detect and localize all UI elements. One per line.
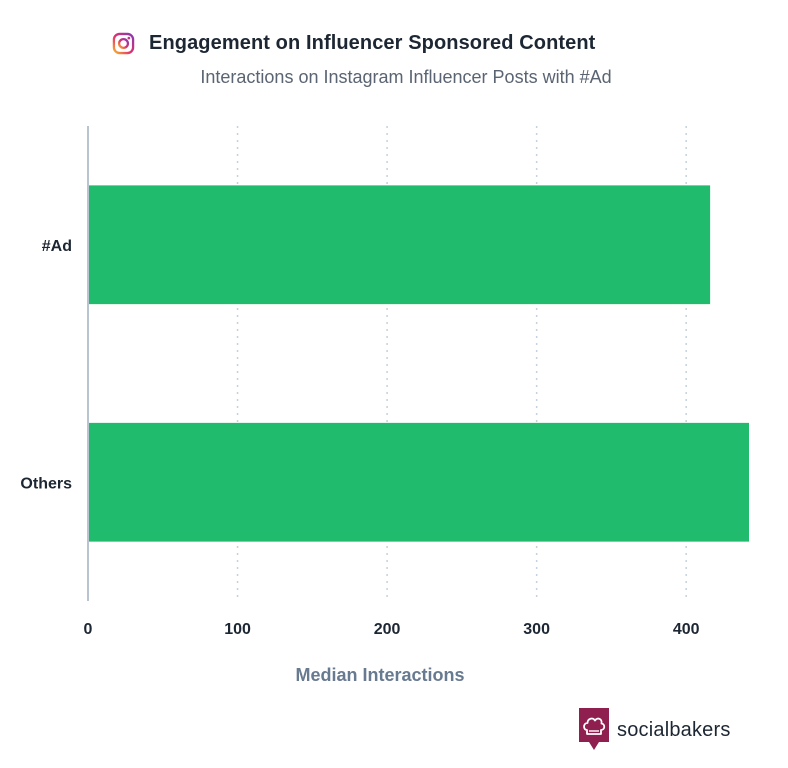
x-tick-label-200: 200 bbox=[374, 621, 401, 638]
x-tick-label-0: 0 bbox=[84, 621, 93, 638]
chart-title: Engagement on Influencer Sponsored Conte… bbox=[149, 32, 596, 54]
y-tick-label-others: Others bbox=[20, 475, 72, 492]
brand-name: socialbakers bbox=[617, 718, 731, 741]
chart-subtitle: Interactions on Instagram Influencer Pos… bbox=[200, 67, 612, 87]
x-axis-title: Median Interactions bbox=[295, 665, 464, 685]
socialbakers-chef-hat-icon bbox=[579, 708, 609, 750]
bar-ad bbox=[88, 185, 711, 305]
bar-others bbox=[88, 422, 749, 542]
x-tick-label-100: 100 bbox=[224, 621, 251, 638]
title-row: Engagement on Influencer Sponsored Conte… bbox=[112, 32, 595, 55]
x-tick-label-300: 300 bbox=[523, 621, 550, 638]
instagram-icon bbox=[112, 32, 135, 55]
brand-footer: socialbakers bbox=[579, 708, 731, 752]
bar-chart: #Ad Others 0 100 200 300 400 Median Interaction… bbox=[20, 126, 749, 685]
chart-header: Engagement on Influencer Sponsored Conte… bbox=[0, 30, 788, 90]
y-tick-label-ad: #Ad bbox=[42, 238, 72, 255]
x-tick-label-400: 400 bbox=[673, 621, 700, 638]
